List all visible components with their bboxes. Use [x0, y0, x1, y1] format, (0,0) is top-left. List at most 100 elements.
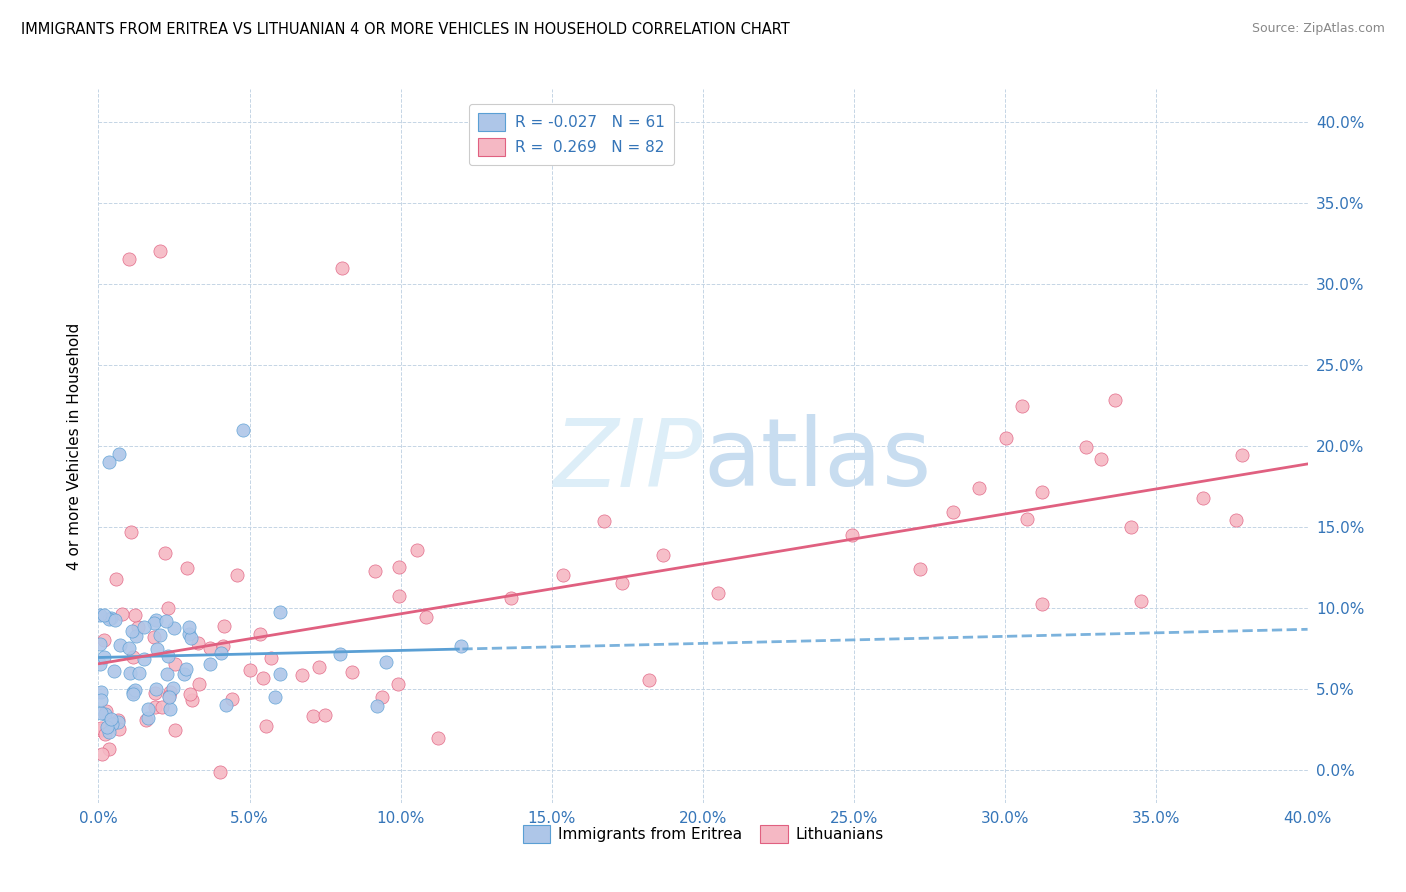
Point [180, 692, 202, 706]
Point [212, 640, 235, 654]
Point [173, 666, 195, 681]
Point [104, 613, 127, 627]
Point [301, 709, 323, 723]
Point [118, 641, 141, 656]
Point [96, 704, 118, 718]
Point [98, 742, 121, 756]
Point [1232, 449, 1254, 463]
Point [1011, 399, 1033, 413]
Point [97, 612, 120, 626]
Point [93, 632, 115, 647]
Point [159, 685, 181, 699]
Point [405, 543, 427, 558]
Point [163, 723, 186, 737]
Point [177, 627, 200, 641]
Point [124, 608, 146, 623]
Point [107, 714, 129, 728]
Point [101, 717, 124, 731]
Point [252, 671, 274, 685]
Point [212, 619, 235, 633]
Y-axis label: 4 or more Vehicles in Household: 4 or more Vehicles in Household [67, 322, 83, 570]
Point [93, 706, 115, 721]
Point [291, 667, 314, 681]
Point [706, 586, 728, 600]
Point [108, 447, 131, 461]
Point [329, 647, 352, 661]
Point [249, 627, 271, 641]
Point [98, 725, 121, 739]
Point [388, 589, 411, 603]
Point [153, 546, 176, 560]
Point [593, 514, 616, 528]
Point [176, 561, 198, 575]
Point [156, 666, 179, 681]
Point [103, 664, 125, 678]
Point [651, 549, 673, 563]
Point [366, 699, 388, 714]
Point [157, 648, 180, 663]
Point [122, 650, 145, 665]
Point [180, 631, 202, 645]
Point [200, 657, 222, 671]
Point [90, 685, 112, 699]
Point [179, 687, 201, 701]
Point [215, 698, 238, 713]
Point [100, 712, 122, 726]
Point [967, 482, 990, 496]
Text: atlas: atlas [703, 414, 931, 507]
Point [94, 727, 117, 741]
Point [89, 657, 111, 672]
Point [135, 713, 157, 727]
Point [143, 686, 166, 700]
Point [152, 700, 174, 714]
Point [340, 665, 363, 680]
Point [121, 624, 143, 638]
Point [93, 607, 115, 622]
Point [96, 720, 118, 734]
Point [143, 630, 166, 644]
Point [1031, 485, 1053, 500]
Point [118, 665, 141, 680]
Point [198, 641, 221, 656]
Point [143, 699, 166, 714]
Point [90, 706, 112, 720]
Point [107, 714, 129, 729]
Point [93, 649, 115, 664]
Point [108, 722, 131, 736]
Point [100, 610, 122, 624]
Point [450, 639, 472, 653]
Point [1090, 452, 1112, 467]
Point [1225, 513, 1247, 527]
Point [162, 621, 184, 635]
Point [638, 673, 661, 687]
Point [118, 252, 141, 267]
Point [145, 613, 167, 627]
Point [156, 601, 179, 615]
Point [387, 677, 409, 691]
Point [1129, 593, 1152, 607]
Point [239, 663, 262, 677]
Point [159, 701, 181, 715]
Point [314, 708, 336, 723]
Point [105, 572, 128, 586]
Point [120, 525, 142, 540]
Point [841, 527, 863, 541]
Point [225, 568, 247, 582]
Point [232, 423, 254, 437]
Point [98, 455, 121, 469]
Point [125, 630, 148, 644]
Point [208, 764, 231, 779]
Point [149, 628, 172, 642]
Point [149, 244, 172, 259]
Point [308, 660, 330, 674]
Point [330, 260, 353, 275]
Point [187, 635, 209, 649]
Point [124, 683, 146, 698]
Point [209, 647, 232, 661]
Point [254, 719, 277, 733]
Point [1017, 511, 1039, 525]
Point [128, 666, 150, 681]
Point [136, 711, 159, 725]
Point [90, 747, 112, 761]
Point [995, 431, 1018, 445]
